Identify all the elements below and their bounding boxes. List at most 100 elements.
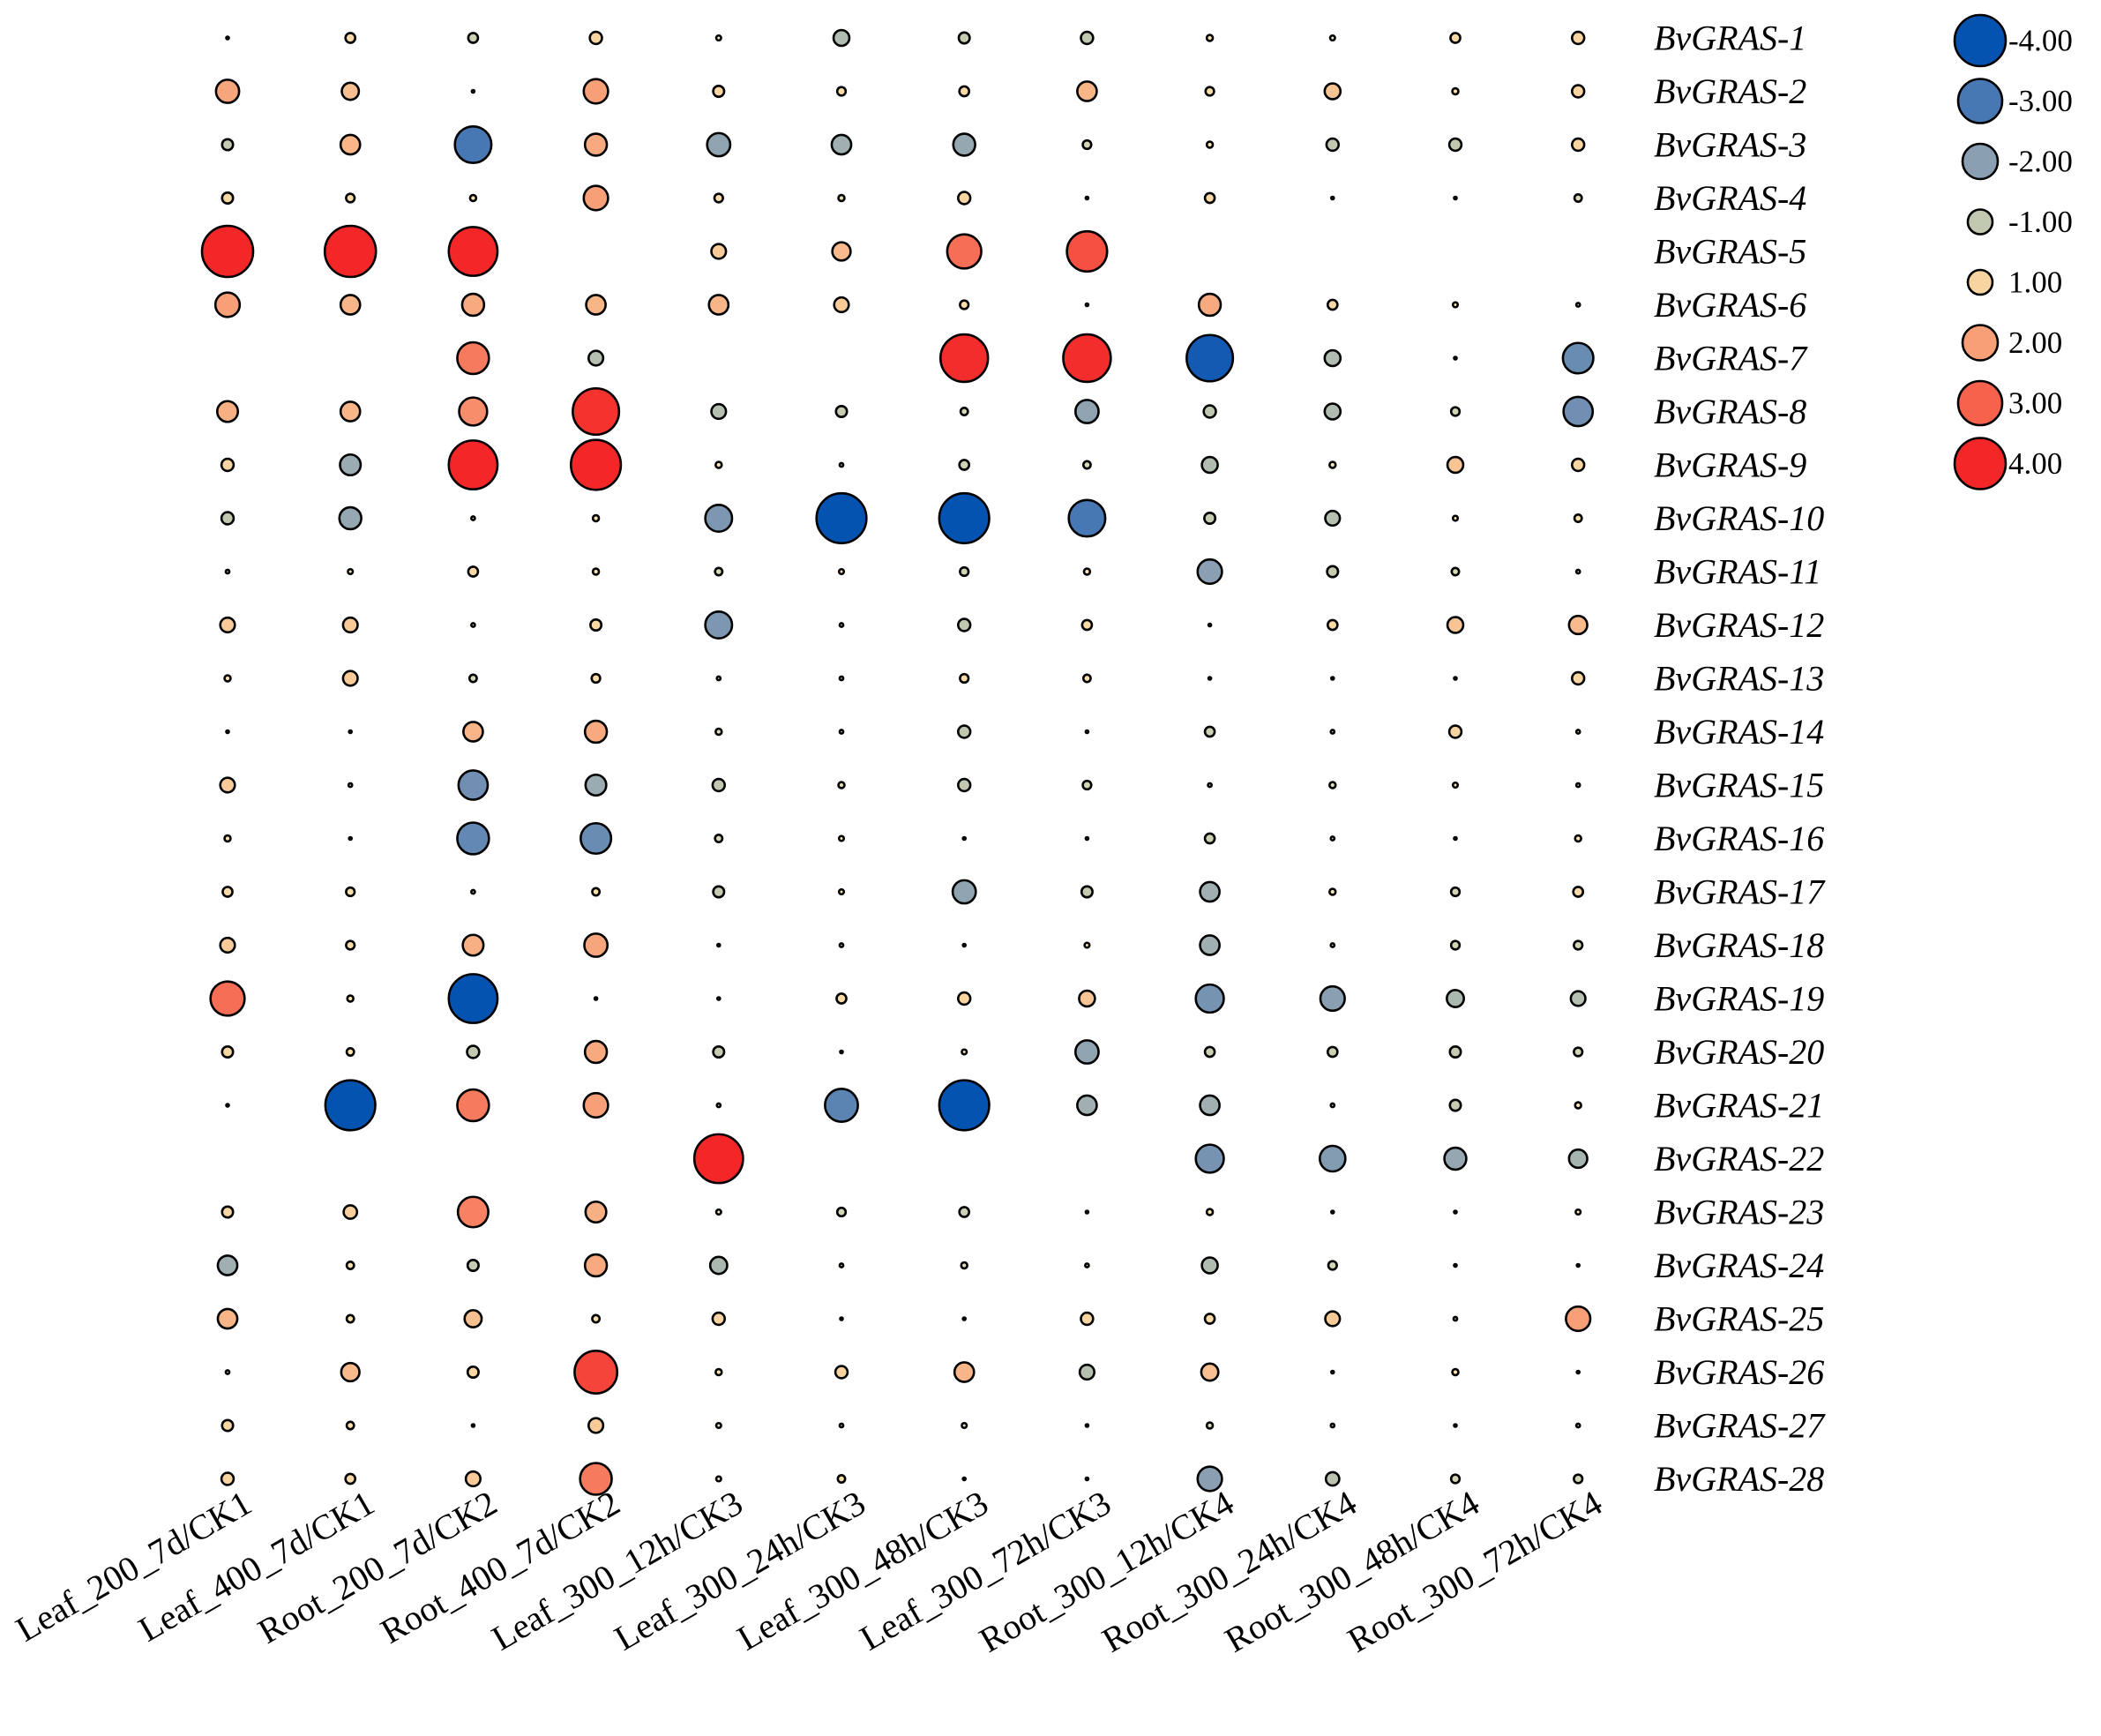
bubble-BvGRAS-21-Root_300_12h/CK4 (1199, 1094, 1221, 1117)
row-label: BvGRAS-9 (1654, 445, 1806, 485)
bubble-BvGRAS-18-Leaf_200_7d/CK1 (219, 936, 236, 954)
bubble-BvGRAS-9-Root_300_72h/CK4 (1570, 457, 1586, 473)
bubble-BvGRAS-21-Root_200_7d/CK2 (456, 1088, 490, 1123)
bubble-BvGRAS-10-Root_300_72h/CK4 (1573, 513, 1583, 523)
bubble-BvGRAS-19-Root_300_24h/CK4 (1319, 984, 1346, 1013)
legend-bubble (1953, 437, 2008, 490)
bubble-BvGRAS-21-Leaf_300_72h/CK3 (1076, 1094, 1098, 1117)
bubble-BvGRAS-3-Leaf_300_12h/CK3 (706, 131, 732, 158)
bubble-BvGRAS-14-Leaf_300_24h/CK3 (838, 729, 845, 735)
bubble-BvGRAS-25-Leaf_300_24h/CK3 (839, 1316, 844, 1321)
bubble-BvGRAS-19-Root_200_7d/CK2 (447, 973, 499, 1024)
bubble-BvGRAS-6-Leaf_300_48h/CK3 (959, 299, 970, 311)
bubble-BvGRAS-12-Leaf_300_48h/CK3 (956, 617, 972, 632)
bubble-BvGRAS-8-Leaf_300_12h/CK3 (710, 402, 728, 421)
bubble-BvGRAS-4-Leaf_400_7d/CK1 (345, 192, 356, 204)
bubble-BvGRAS-13-Leaf_400_7d/CK1 (341, 670, 359, 687)
bubble-BvGRAS-12-Root_200_7d/CK2 (470, 622, 476, 628)
bubble-BvGRAS-20-Leaf_300_12h/CK3 (712, 1044, 726, 1059)
bubble-BvGRAS-9-Root_300_48h/CK4 (1446, 455, 1465, 475)
bubble-BvGRAS-27-Leaf_300_72h/CK3 (1084, 1423, 1090, 1428)
bubble-BvGRAS-4-Root_400_7d/CK2 (582, 184, 609, 212)
legend-bubble (1956, 78, 2004, 124)
bubble-BvGRAS-11-Root_400_7d/CK2 (591, 567, 601, 576)
row-label: BvGRAS-27 (1654, 1406, 1826, 1446)
bubble-BvGRAS-15-Root_300_72h/CK4 (1574, 782, 1581, 789)
bubble-BvGRAS-24-Root_200_7d/CK2 (466, 1258, 480, 1273)
bubble-BvGRAS-27-Root_200_7d/CK2 (470, 1423, 476, 1428)
bubble-BvGRAS-3-Root_400_7d/CK2 (583, 132, 609, 157)
row-label: BvGRAS-22 (1654, 1139, 1824, 1179)
bubble-BvGRAS-9-Leaf_300_24h/CK3 (838, 461, 845, 468)
bubble-BvGRAS-14-Root_300_12h/CK4 (1203, 725, 1216, 738)
bubble-BvGRAS-2-Root_300_72h/CK4 (1570, 84, 1586, 99)
bubble-BvGRAS-8-Leaf_200_7d/CK1 (215, 400, 240, 423)
bubble-BvGRAS-6-Root_200_7d/CK2 (460, 292, 486, 318)
bubble-BvGRAS-1-Leaf_300_48h/CK3 (957, 31, 971, 45)
bubble-BvGRAS-12-Root_300_72h/CK4 (1567, 614, 1589, 636)
bubble-BvGRAS-17-Root_400_7d/CK2 (591, 887, 602, 897)
bubble-BvGRAS-13-Leaf_300_24h/CK3 (838, 675, 845, 682)
bubble-BvGRAS-27-Leaf_300_48h/CK3 (961, 1421, 968, 1430)
bubble-BvGRAS-8-Leaf_300_72h/CK3 (1073, 399, 1100, 424)
bubble-BvGRAS-16-Leaf_300_48h/CK3 (961, 835, 967, 842)
bubble-BvGRAS-28-Root_300_24h/CK4 (1324, 1470, 1341, 1487)
row-label: BvGRAS-28 (1654, 1459, 1824, 1499)
bubble-BvGRAS-22-Root_300_12h/CK4 (1194, 1143, 1225, 1174)
bubble-BvGRAS-17-Root_200_7d/CK2 (470, 888, 476, 895)
bubble-BvGRAS-9-Leaf_300_48h/CK3 (958, 459, 971, 471)
bubble-BvGRAS-26-Leaf_300_24h/CK3 (834, 1365, 849, 1380)
bubble-BvGRAS-7-Leaf_300_72h/CK3 (1062, 333, 1112, 384)
bubble-BvGRAS-18-Root_300_48h/CK4 (1449, 939, 1462, 951)
bubble-BvGRAS-5-Leaf_200_7d/CK1 (200, 224, 255, 279)
bubble-BvGRAS-7-Root_300_48h/CK4 (1453, 355, 1458, 361)
bubble-BvGRAS-2-Leaf_300_48h/CK3 (958, 85, 971, 98)
bubble-BvGRAS-16-Root_300_48h/CK4 (1453, 835, 1458, 842)
bubble-BvGRAS-9-Root_400_7d/CK2 (569, 438, 623, 491)
legend-label: 1.00 (2008, 266, 2062, 300)
bubble-BvGRAS-2-Leaf_300_72h/CK3 (1076, 80, 1098, 102)
bubble-BvGRAS-15-Leaf_300_48h/CK3 (956, 777, 972, 793)
row-label: BvGRAS-25 (1654, 1299, 1824, 1339)
bubble-BvGRAS-26-Leaf_300_72h/CK3 (1078, 1363, 1095, 1381)
bubble-BvGRAS-9-Leaf_200_7d/CK1 (220, 457, 236, 473)
bubble-BvGRAS-21-Root_300_48h/CK4 (1448, 1098, 1462, 1112)
bubble-BvGRAS-24-Root_300_48h/CK4 (1453, 1262, 1458, 1268)
bubble-BvGRAS-4-Leaf_200_7d/CK1 (221, 191, 235, 206)
bubble-BvGRAS-12-Leaf_300_12h/CK3 (704, 610, 734, 640)
bubble-BvGRAS-16-Root_300_72h/CK4 (1574, 834, 1582, 843)
bubble-BvGRAS-20-Root_300_12h/CK4 (1203, 1045, 1216, 1059)
bubble-BvGRAS-4-Root_200_7d/CK2 (468, 193, 478, 203)
bubble-BvGRAS-6-Leaf_300_72h/CK3 (1084, 302, 1090, 308)
bubble-BvGRAS-4-Root_300_72h/CK4 (1573, 193, 1583, 203)
bubble-BvGRAS-10-Root_300_24h/CK4 (1324, 509, 1342, 528)
bubble-BvGRAS-16-Root_400_7d/CK2 (579, 821, 613, 856)
bubble-BvGRAS-24-Root_300_24h/CK4 (1327, 1260, 1338, 1271)
bubble-BvGRAS-9-Root_300_12h/CK4 (1200, 455, 1219, 475)
bubble-BvGRAS-25-Root_400_7d/CK2 (591, 1313, 602, 1324)
bubble-BvGRAS-16-Leaf_300_24h/CK3 (837, 834, 846, 842)
bubble-BvGRAS-18-Root_300_72h/CK4 (1573, 939, 1584, 951)
row-label: BvGRAS-5 (1654, 232, 1806, 272)
bubble-BvGRAS-12-Leaf_200_7d/CK1 (219, 616, 236, 634)
bubble-BvGRAS-15-Leaf_200_7d/CK1 (219, 776, 236, 794)
bubble-BvGRAS-2-Root_400_7d/CK2 (582, 78, 609, 105)
bubble-BvGRAS-4-Leaf_300_72h/CK3 (1084, 195, 1090, 201)
bubble-BvGRAS-2-Leaf_300_12h/CK3 (712, 84, 726, 99)
bubble-BvGRAS-2-Root_200_7d/CK2 (470, 88, 476, 94)
bubble-BvGRAS-24-Leaf_400_7d/CK1 (345, 1261, 355, 1270)
bubble-BvGRAS-4-Root_300_12h/CK4 (1203, 191, 1216, 205)
bubble-BvGRAS-26-Leaf_300_48h/CK3 (953, 1361, 976, 1383)
bubble-BvGRAS-10-Leaf_400_7d/CK1 (338, 505, 363, 531)
bubble-BvGRAS-14-Root_300_48h/CK4 (1447, 724, 1463, 739)
bubble-BvGRAS-28-Root_300_12h/CK4 (1196, 1465, 1223, 1493)
bubble-BvGRAS-12-Leaf_300_24h/CK3 (838, 622, 845, 628)
bubble-BvGRAS-14-Root_300_24h/CK4 (1329, 729, 1336, 735)
bubble-BvGRAS-13-Root_300_24h/CK4 (1330, 676, 1335, 681)
bubble-BvGRAS-4-Leaf_300_24h/CK3 (837, 193, 846, 203)
legend-label: -1.00 (2008, 205, 2073, 239)
row-label: BvGRAS-4 (1654, 178, 1806, 218)
row-label: BvGRAS-21 (1654, 1086, 1824, 1126)
bubble-BvGRAS-28-Leaf_200_7d/CK1 (220, 1471, 236, 1486)
bubble-BvGRAS-7-Leaf_300_48h/CK3 (938, 333, 990, 384)
